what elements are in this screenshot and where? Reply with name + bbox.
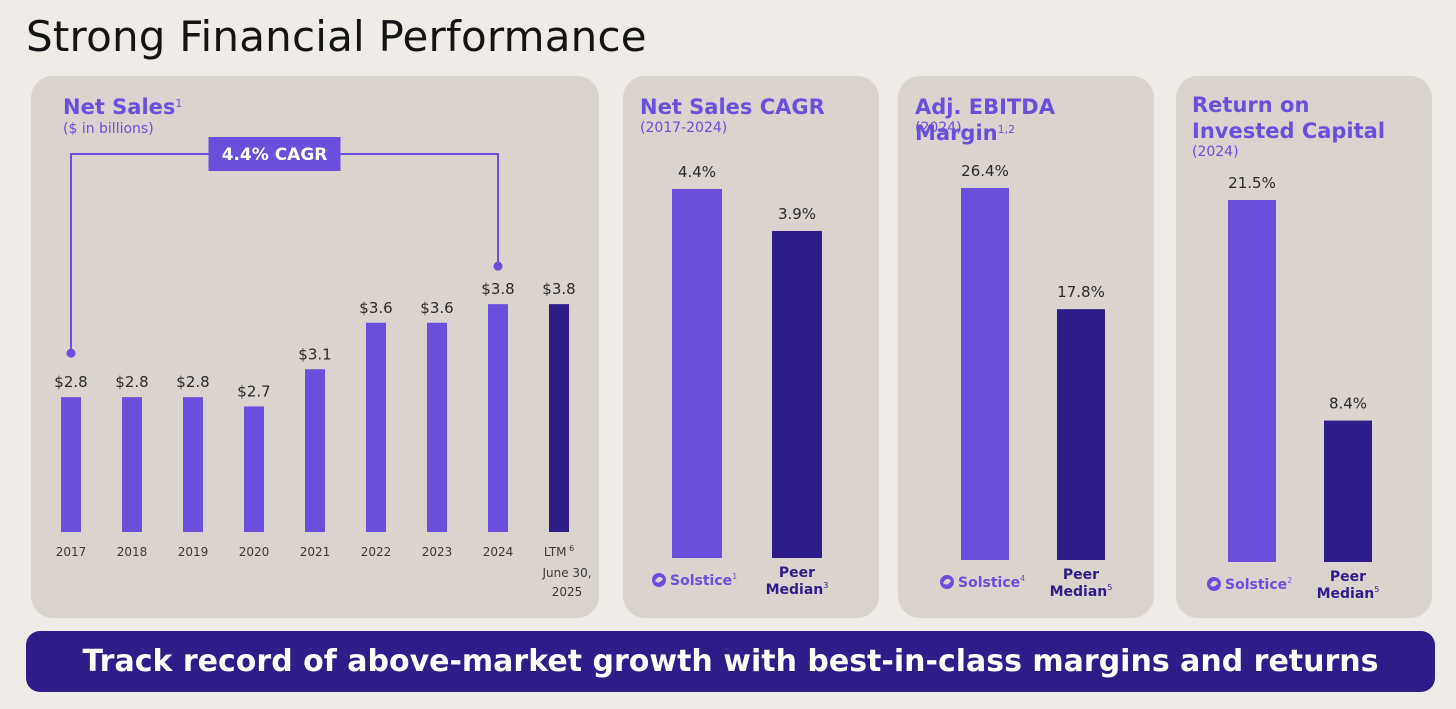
- data-label: 3.9%: [778, 205, 816, 223]
- ebitda-margin-title: Adj. EBITDA Margin1,2: [915, 95, 1055, 145]
- tick-label: 2018: [117, 545, 148, 559]
- bar-solstice: [1228, 200, 1276, 562]
- cagr-badge: [208, 137, 341, 171]
- net-sales-cagr-subtitle: (2017-2024): [640, 120, 728, 136]
- ebitda-margin-panel: Adj. EBITDA Margin1,2 (2024) 26.4% 17.8% S…: [898, 76, 1154, 618]
- bar-peer-median: [1324, 420, 1372, 562]
- net-sales-cagr-panel: Net Sales CAGR (2017-2024) 4.4% 3.9% Solst…: [623, 76, 879, 618]
- data-label: 26.4%: [961, 162, 1009, 180]
- tick-label-peer: Median5: [1050, 583, 1113, 600]
- tick-label: 2021: [300, 545, 331, 559]
- tick-label: 2019: [178, 545, 209, 559]
- roic-title: Return on Invested Capital: [1192, 93, 1386, 143]
- solstice-logo-mark: [943, 578, 951, 585]
- tick-label: 2024: [483, 545, 514, 559]
- tick-label-peer: Peer: [1063, 567, 1099, 583]
- tick-label: 2022: [361, 545, 392, 559]
- bar-2019: [183, 397, 203, 532]
- data-label: $2.7: [237, 382, 270, 400]
- net-sales-cagr-title: Net Sales CAGR: [640, 95, 825, 119]
- data-label: $3.6: [359, 299, 392, 317]
- data-label: 4.4%: [678, 163, 716, 181]
- bar-2024: [488, 304, 508, 532]
- data-label: $3.1: [298, 345, 331, 363]
- bar-2022: [366, 322, 386, 532]
- tick-label: LTM 6: [544, 544, 574, 559]
- tick-label-solstice: Solstice4: [958, 574, 1025, 591]
- cagr-bracket-start: [66, 348, 76, 358]
- tick-label: 2020: [239, 545, 270, 559]
- bar-2020: [244, 406, 264, 532]
- tick-label-date: 2025: [552, 585, 583, 599]
- bar-2018: [122, 397, 142, 532]
- data-label: 21.5%: [1228, 174, 1276, 192]
- data-label: $3.8: [481, 280, 514, 298]
- data-label: 17.8%: [1057, 283, 1105, 301]
- bar-peer-median: [1057, 309, 1105, 560]
- cagr-bracket-end: [493, 261, 503, 271]
- data-label: $2.8: [115, 373, 148, 391]
- bar-ltm: [549, 304, 569, 532]
- data-label: $2.8: [54, 373, 87, 391]
- net-sales-title: Net Sales1: [63, 95, 183, 119]
- footer-banner: Track record of above-market growth with…: [26, 631, 1435, 692]
- tick-label: 2017: [56, 545, 87, 559]
- tick-label: 2023: [422, 545, 453, 559]
- data-label: 8.4%: [1329, 395, 1367, 413]
- bar-solstice: [672, 189, 722, 558]
- bar-2021: [305, 369, 325, 532]
- cagr-badge-label: 4.4% CAGR: [222, 145, 328, 165]
- tick-label-solstice: Solstice1: [670, 572, 737, 589]
- tick-label-solstice: Solstice2: [1225, 576, 1292, 593]
- tick-label-peer: Peer: [1330, 569, 1366, 585]
- tick-label-peer: Median3: [766, 581, 829, 598]
- data-label: $3.8: [542, 280, 575, 298]
- tick-label-peer: Peer: [779, 565, 815, 581]
- bar-2017: [61, 397, 81, 532]
- net-sales-chart: $2.8 2017 $2.8 2018 $2.8 2019 $2.7 2020 $3.1 2021…: [54, 137, 592, 599]
- tick-label-date: June 30,: [541, 566, 591, 580]
- bar-2023: [427, 322, 447, 532]
- solstice-logo-mark: [655, 576, 663, 583]
- data-label: $2.8: [176, 373, 209, 391]
- solstice-logo-mark: [1210, 580, 1218, 587]
- data-label: $3.6: [420, 299, 453, 317]
- bar-solstice: [961, 188, 1009, 560]
- ebitda-margin-subtitle: (2024): [915, 120, 962, 136]
- net-sales-panel: Net Sales1 ($ in billions) $2.8 2017 $2.8 2…: [31, 76, 599, 618]
- bar-peer-median: [772, 230, 822, 558]
- net-sales-subtitle: ($ in billions): [63, 121, 154, 137]
- page-title: Strong Financial Performance: [26, 12, 647, 61]
- roic-subtitle: (2024): [1192, 144, 1239, 160]
- roic-panel: Return on Invested Capital (2024) 21.5% 8…: [1176, 76, 1432, 618]
- tick-label-peer: Median5: [1317, 585, 1380, 602]
